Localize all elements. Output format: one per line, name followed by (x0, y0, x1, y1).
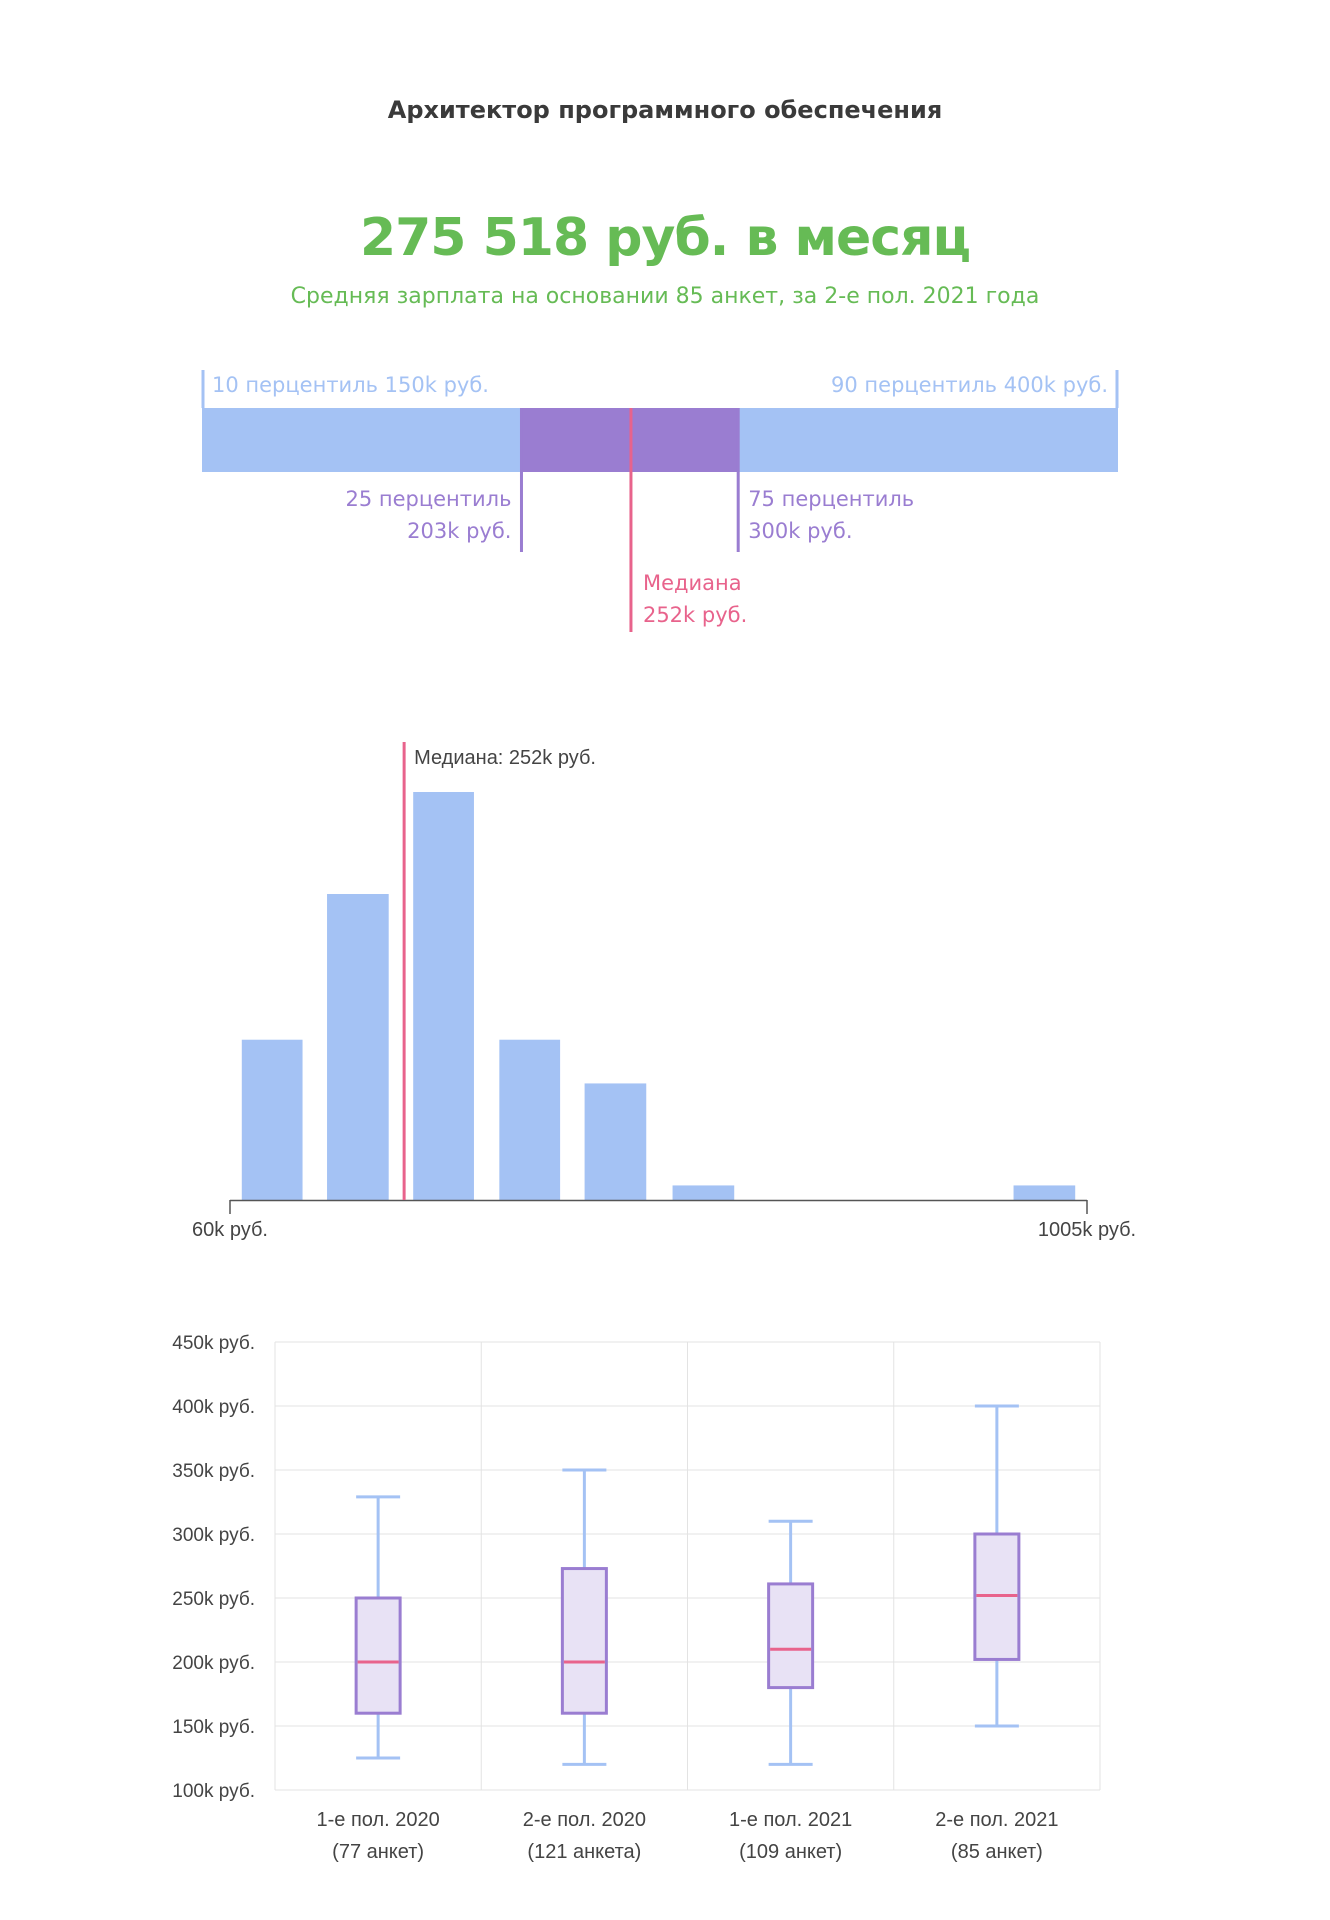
box-xtick-line2-2: (121 анкета) (527, 1841, 641, 1863)
box-iqr-2 (560, 1567, 608, 1715)
p75-label-line2: 300k руб. (748, 519, 852, 543)
histogram-bar-1 (241, 1039, 303, 1200)
p75-label-line1: 75 перцентиль (748, 487, 914, 511)
average-salary: 275 518 руб. в месяц (359, 208, 971, 268)
box-ytick-450: 450k руб. (172, 1333, 255, 1354)
boxplot-chart: 100k руб. 150k руб. 200k руб. 250k руб. 300k… (172, 1333, 1101, 1863)
histogram-bar-3 (413, 792, 474, 1200)
box-ytick-400: 400k руб. (172, 1397, 255, 1418)
box-xtick-line2-3: (109 анкет) (739, 1841, 842, 1863)
histogram-bar-2 (327, 894, 389, 1200)
p25-label-line2: 203k руб. (407, 519, 511, 543)
histogram-bar-5 (584, 1083, 647, 1200)
box-ytick-250: 250k руб. (172, 1589, 255, 1610)
histogram-bar-4 (499, 1039, 561, 1200)
box-ytick-200: 200k руб. (172, 1653, 255, 1674)
median-label-line1: Медиана (643, 571, 742, 595)
histogram-xtick-min: 60k руб. (192, 1219, 268, 1241)
box-ytick-150: 150k руб. (172, 1717, 255, 1738)
box-iqr-3 (767, 1582, 815, 1690)
box-xtick-line2-4: (85 анкет) (951, 1841, 1043, 1863)
box-ytick-350: 350k руб. (172, 1461, 255, 1482)
p25-label-line1: 25 перцентиль (345, 487, 511, 511)
histogram-xtick-max: 1005k руб. (1038, 1219, 1136, 1241)
box-xtick-line1-2: 2-е пол. 2020 (523, 1809, 646, 1831)
salary-subtitle: Средняя зарплата на основании 85 анкет, … (290, 284, 1040, 309)
histogram-bar-7 (1013, 1185, 1076, 1200)
box-xtick-line1-4: 2-е пол. 2021 (935, 1809, 1058, 1831)
p90-label: 90 перцентиль 400k руб. (831, 373, 1108, 397)
box-xtick-line1-3: 1-е пол. 2021 (729, 1809, 852, 1831)
page-title: Архитектор программного обеспечения (387, 96, 943, 124)
p10-label: 10 перцентиль 150k руб. (212, 373, 489, 397)
box-xtick-line2-1: (77 анкет) (332, 1841, 424, 1863)
histogram-bar-6 (672, 1185, 735, 1200)
histogram-median-label: Медиана: 252k руб. (414, 747, 596, 769)
histogram-chart: 60k руб. 1005k руб. Медиана: 252k руб. (192, 742, 1136, 1241)
percentile-chart: 10 перцентиль 150k руб. 90 перцентиль 400… (201, 370, 1119, 632)
box-iqr-1 (354, 1596, 402, 1715)
box-ytick-300: 300k руб. (172, 1525, 255, 1546)
box-ytick-100: 100k руб. (172, 1781, 255, 1802)
box-xtick-line1-1: 1-е пол. 2020 (316, 1809, 439, 1831)
median-label-line2: 252k руб. (643, 603, 747, 627)
